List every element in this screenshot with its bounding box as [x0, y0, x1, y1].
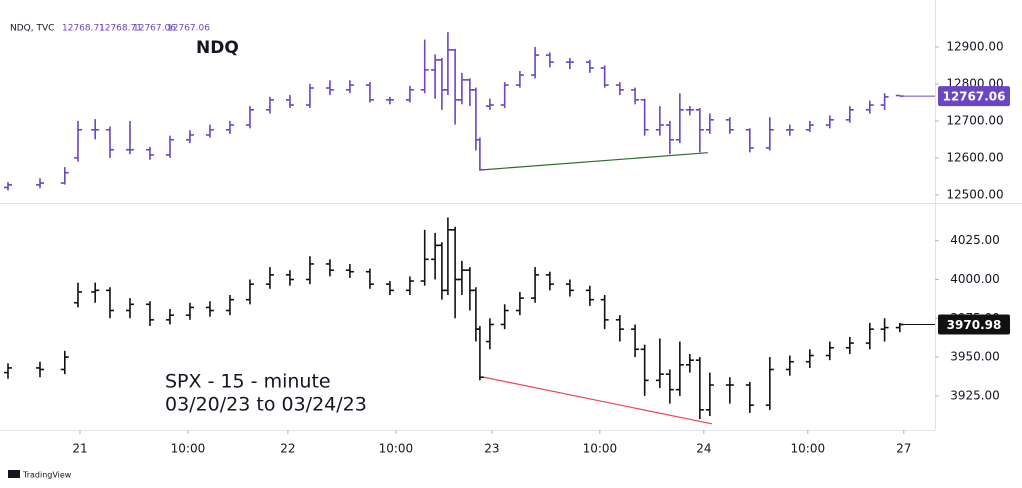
last-price-box — [938, 86, 1010, 107]
last-price-box — [938, 314, 1010, 335]
y-tick-label: 12500.00 — [946, 187, 1003, 201]
trend-line — [483, 376, 712, 425]
logo-icon — [8, 470, 20, 478]
annotation: SPX - 15 - minute — [165, 371, 331, 393]
x-tick-label: 10:00 — [379, 442, 414, 456]
y-tick-label: 3925.00 — [950, 388, 1000, 402]
annotation: NDQ — [196, 38, 239, 58]
y-tick-label: 12900.00 — [946, 39, 1003, 53]
y-tick-label: 4000.00 — [950, 272, 1000, 286]
header-close: 12767.06 — [167, 24, 210, 34]
header-open: 12768.71 — [62, 24, 105, 34]
last-price-label: 12767.06 — [942, 90, 1005, 104]
x-tick-label: 27 — [896, 442, 911, 456]
x-tick-label: 23 — [484, 442, 499, 456]
header-low: 12767.06 — [133, 24, 176, 34]
footer: TradingView — [22, 471, 72, 480]
y-tick-label: 4025.00 — [950, 233, 1000, 247]
symbol-label: NDQ, TVC — [10, 24, 54, 34]
y-tick-label: 3950.00 — [950, 350, 1000, 364]
x-tick-label: 22 — [280, 442, 295, 456]
y-tick-label: 12600.00 — [946, 150, 1003, 164]
annotation: 03/20/23 to 03/24/23 — [165, 394, 367, 416]
y-tick-label: 12700.00 — [946, 113, 1003, 127]
trend-line — [483, 152, 708, 171]
x-tick-label: 21 — [72, 442, 87, 456]
x-tick-label: 24 — [696, 442, 711, 456]
last-price-label: 3970.98 — [947, 318, 1002, 332]
x-tick-label: 10:00 — [791, 442, 826, 456]
header-high: 12768.71 — [99, 24, 142, 34]
x-tick-label: 10:00 — [171, 442, 206, 456]
x-tick-label: 10:00 — [583, 442, 618, 456]
